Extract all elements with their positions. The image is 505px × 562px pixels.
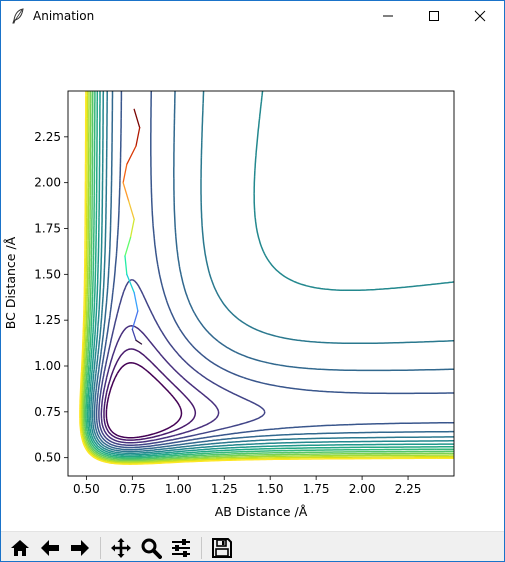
configure-subplots-button[interactable] (168, 535, 194, 561)
trajectory-segment (126, 145, 137, 165)
x-tick-label: 0.50 (73, 482, 100, 496)
y-tick-label: 2.00 (34, 176, 61, 190)
x-tick-label: 0.75 (119, 482, 146, 496)
contour-line (100, 325, 220, 444)
contour-line (103, 348, 197, 441)
toolbar-separator (201, 537, 202, 559)
forward-button[interactable] (67, 535, 93, 561)
trajectory-segment (131, 328, 137, 341)
trajectory-segment (133, 108, 141, 129)
y-tick-label: 1.50 (34, 267, 61, 281)
contour-line (82, 91, 454, 462)
navigation-toolbar (1, 531, 504, 561)
x-tick-label: 1.50 (257, 482, 284, 496)
close-button[interactable] (457, 1, 503, 31)
minimize-button[interactable] (365, 1, 411, 31)
trajectory-segment (135, 339, 143, 345)
contour-line (93, 91, 454, 451)
feather-icon (11, 8, 25, 24)
trajectory-segment (122, 163, 128, 184)
trajectory-segment (122, 182, 130, 202)
x-tick-label: 1.25 (211, 482, 238, 496)
contour-line (83, 91, 454, 461)
contour-line (95, 91, 454, 449)
x-tick-label: 2.25 (395, 482, 422, 496)
contour-line (80, 91, 454, 464)
trajectory-segment (135, 127, 141, 147)
contour-line (81, 91, 454, 463)
trajectory-segment (133, 292, 139, 312)
close-icon (474, 10, 486, 22)
window-title: Animation (33, 9, 95, 23)
trajectory-segment (129, 218, 135, 239)
y-tick-label: 2.25 (34, 130, 61, 144)
contour-line (105, 362, 183, 439)
title-bar[interactable]: Animation (1, 1, 504, 31)
maximize-icon (429, 11, 439, 21)
contour-line (86, 91, 454, 458)
y-tick-label: 0.75 (34, 405, 61, 419)
pan-button[interactable] (108, 535, 134, 561)
x-tick-label: 2.00 (349, 482, 376, 496)
x-tick-label: 1.00 (165, 482, 192, 496)
y-tick-label: 1.75 (34, 222, 61, 236)
save-icon (212, 538, 232, 558)
y-tick-label: 1.25 (34, 313, 61, 327)
trajectory-segment (124, 237, 132, 257)
axes-frame (67, 90, 455, 477)
y-axis-ticks: 0.50 0.75 1.00 1.25 1.50 1.75 2.00 2.25 (34, 130, 68, 465)
y-tick-label: 1.00 (34, 359, 61, 373)
contour-line (88, 91, 454, 456)
home-icon (11, 540, 29, 556)
x-axis-label: AB Distance /Å (215, 504, 308, 519)
save-button[interactable] (209, 535, 235, 561)
minimize-icon (383, 15, 393, 17)
back-button[interactable] (37, 535, 63, 561)
zoom-icon (141, 538, 162, 559)
trajectory-path (122, 108, 143, 345)
y-axis-label: BC Distance /Å (3, 236, 18, 329)
contour-line (85, 91, 454, 459)
toolbar-separator (100, 537, 101, 559)
forward-arrow-icon (71, 540, 89, 556)
trajectory-segment (131, 310, 139, 330)
figure-canvas[interactable]: 0.50 0.75 1.00 1.25 1.50 1.75 2.00 2.25 0.50 0.7… (1, 31, 504, 531)
contour-line (98, 278, 266, 446)
contour-lines (79, 91, 454, 465)
y-tick-label: 0.50 (34, 451, 61, 465)
home-button[interactable] (7, 535, 33, 561)
contour-line (79, 91, 454, 465)
contour-line (91, 91, 454, 453)
configure-subplots-icon (172, 539, 190, 557)
x-axis-ticks: 0.50 0.75 1.00 1.25 1.50 1.75 2.00 2.25 (73, 476, 421, 496)
maximize-button[interactable] (411, 1, 457, 31)
trajectory-segment (124, 255, 128, 275)
contour-line (90, 91, 454, 455)
trajectory-segment (126, 273, 135, 294)
trajectory-segment (128, 200, 135, 220)
contour-plot[interactable]: 0.50 0.75 1.00 1.25 1.50 1.75 2.00 2.25 0.50 0.7… (1, 31, 504, 531)
pan-icon (111, 538, 131, 558)
x-tick-label: 1.75 (303, 482, 330, 496)
back-arrow-icon (41, 540, 59, 556)
zoom-button[interactable] (138, 535, 164, 561)
